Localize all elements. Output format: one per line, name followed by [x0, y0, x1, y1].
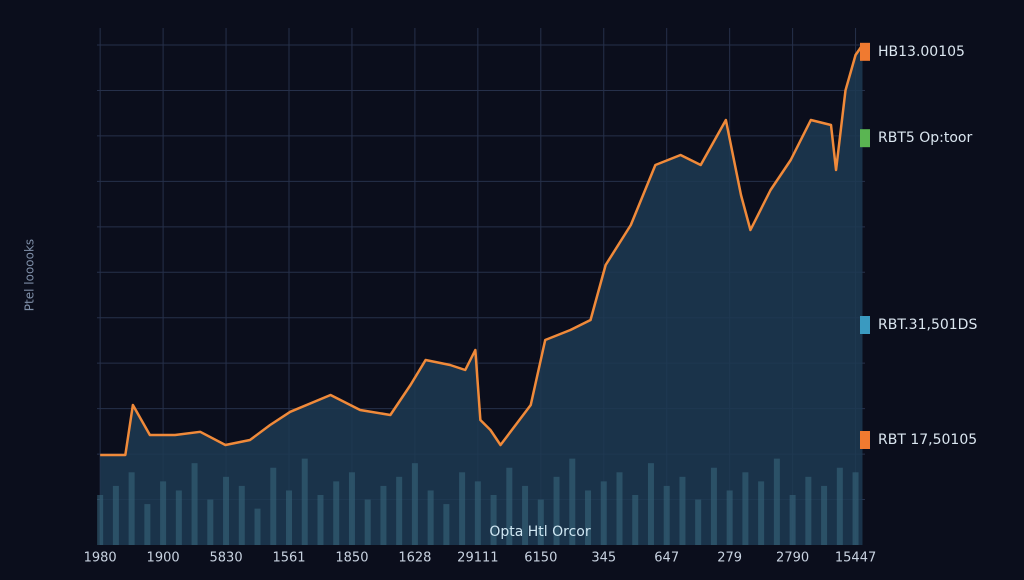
volume-bar	[144, 504, 151, 545]
volume-bar	[254, 508, 261, 545]
annotation-label: RBT5 Op:toor	[878, 130, 972, 146]
volume-bar	[411, 463, 418, 545]
volume-bar	[348, 472, 355, 545]
volume-bar	[537, 499, 544, 545]
x-tick-label: 1980	[84, 551, 117, 566]
annotation-marker	[860, 129, 870, 148]
x-tick-label: 29111	[457, 551, 498, 566]
x-tick-label: 15447	[835, 551, 876, 566]
caption: Opta Htl Orcor	[489, 524, 591, 540]
volume-bar	[821, 485, 828, 545]
volume-bar	[490, 495, 497, 545]
volume-bar	[789, 495, 796, 545]
x-tick-label: 345	[591, 551, 616, 566]
annotation-label: RBT 17,50105	[878, 432, 977, 448]
volume-bar	[569, 458, 576, 545]
volume-bar	[726, 490, 733, 545]
volume-bar	[207, 499, 214, 545]
annotation-marker	[860, 42, 870, 61]
volume-bar	[836, 467, 843, 545]
volume-bar	[852, 472, 859, 545]
x-tick-label: 2790	[776, 551, 809, 566]
volume-bar	[223, 476, 230, 545]
volume-bar	[805, 476, 812, 545]
price-line	[100, 44, 864, 457]
volume-bar	[585, 490, 592, 545]
annotation-marker	[860, 431, 870, 449]
x-tick-label: 647	[654, 551, 679, 566]
volume-bar	[742, 472, 749, 545]
volume-bar	[553, 476, 560, 545]
x-tick-label: 5830	[210, 551, 243, 566]
volume-bar	[758, 481, 765, 545]
volume-bar	[286, 490, 292, 545]
volume-bar	[333, 481, 340, 545]
annotation-label: HB13.00105	[878, 44, 965, 60]
volume-bar	[175, 490, 182, 545]
volume-bar	[128, 472, 135, 545]
volume-bar	[317, 495, 324, 545]
x-tick-label: 1900	[147, 551, 180, 566]
annotation-label: RBT.31,501DS	[878, 317, 977, 333]
volume-bar	[160, 481, 167, 545]
volume-bar	[522, 485, 529, 545]
volume-bar	[773, 458, 780, 545]
volume-bar	[647, 463, 654, 545]
x-tick-label: 279	[717, 551, 742, 566]
volume-bar	[679, 476, 686, 545]
volume-bar	[238, 485, 245, 545]
volume-bar	[112, 485, 119, 545]
x-tick-label: 1850	[335, 551, 368, 566]
volume-bar	[474, 481, 481, 545]
volume-bar	[364, 499, 371, 545]
annotation-marker	[860, 316, 870, 334]
volume-bar	[695, 499, 702, 545]
volume-bar	[191, 463, 198, 545]
x-tick-label: 6150	[524, 551, 557, 566]
volume-bar	[710, 467, 717, 545]
x-tick-label: 1561	[272, 551, 305, 566]
volume-bar	[616, 472, 623, 545]
volume-bar	[380, 485, 387, 545]
volume-bar	[506, 467, 513, 545]
volume-bar	[97, 495, 104, 545]
volume-bar	[443, 504, 450, 545]
price-area	[100, 45, 863, 545]
volume-bar	[396, 476, 403, 545]
volume-bar	[427, 490, 434, 545]
volume-bar	[600, 481, 607, 545]
volume-bar	[270, 467, 277, 545]
x-tick-label: 1628	[398, 551, 431, 566]
volume-bar	[459, 472, 466, 545]
y-axis-label: Ptel looooks	[23, 239, 37, 311]
volume-bar	[301, 458, 308, 545]
volume-bar	[663, 485, 670, 545]
volume-bar	[632, 495, 639, 545]
